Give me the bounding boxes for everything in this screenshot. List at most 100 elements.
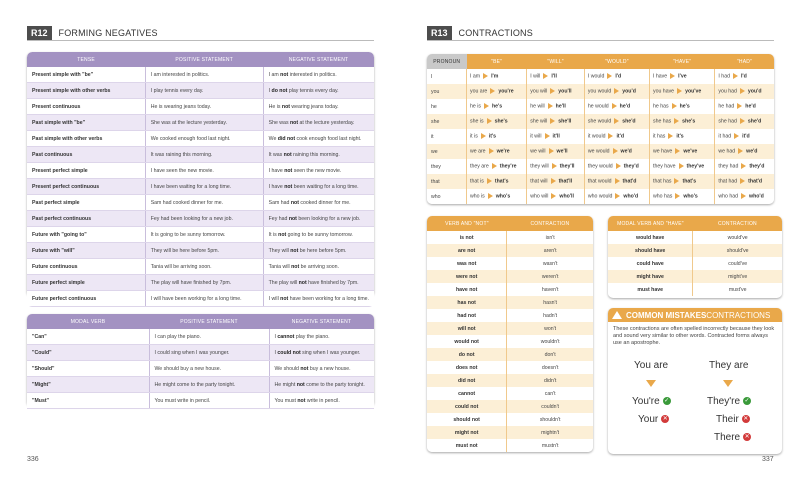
negative-statement: I have not been waiting for a long time. (263, 178, 374, 195)
negation-word: not (283, 151, 292, 158)
pronoun: you (427, 84, 467, 99)
negative-statement: Sam had not cooked dinner for me. (263, 194, 374, 211)
negative-part: have finished by 7pm. (306, 279, 359, 286)
contracted-form: they're (499, 163, 517, 170)
pronoun: he (427, 99, 467, 114)
contracted-form: they'd (623, 163, 639, 170)
arrow-down-icon (646, 380, 656, 387)
contraction-cell: we will we'll (526, 144, 585, 159)
negation-word: not (289, 119, 299, 126)
negative-part: interested in politics. (288, 71, 337, 78)
verb-not-table: VERB AND "NOT" CONTRACTION is not isn't ar… (427, 216, 593, 452)
negative-statement: Fey had not been looking for a new job. (263, 210, 374, 227)
arrow-right-icon (615, 163, 621, 170)
positive-statement: We should buy a new house. (149, 360, 270, 377)
contracted-form: he'll (555, 103, 566, 110)
contracted-form: mustn't (506, 439, 593, 452)
arrow-right-icon (611, 103, 617, 110)
col-header-negative: NEGATIVE STATEMENT (269, 314, 374, 329)
negative-part: been waiting for a long time. (292, 183, 359, 190)
full-form: we have (653, 148, 673, 155)
contracted-form: I'm (491, 73, 499, 80)
contraction-row: you you are you're you will you'll you would y… (427, 84, 774, 99)
full-form: would have (608, 231, 694, 244)
contracted-form: it's (676, 133, 684, 140)
modal-have-table-card: MODAL VERB AND "HAVE" CONTRACTION would … (608, 216, 782, 298)
negative-part: I (274, 349, 278, 356)
row-label: Future perfect simple (27, 274, 146, 291)
tense-row: Past continuous It was raining this morni… (27, 146, 374, 163)
arrow-right-icon (543, 73, 549, 80)
col-header-pronoun: PRONOUN (427, 54, 467, 69)
negative-part: I am (268, 71, 281, 78)
full-form: she had (718, 118, 737, 125)
contracted-form: she's (682, 118, 696, 125)
section-title: FORMING NEGATIVES (58, 28, 158, 38)
full-form: should not (427, 413, 508, 426)
tense-row: Future perfect simple The play will have … (27, 274, 374, 291)
tense-row: Past simple with "be" She was at the lect… (27, 114, 374, 131)
negative-part: You must (274, 397, 298, 404)
negative-part: I have (268, 167, 285, 174)
full-form: will not (427, 322, 508, 335)
arrow-right-icon (614, 118, 620, 125)
negation-word: not (280, 295, 289, 302)
negation-word: not (281, 103, 290, 110)
full-form: they had (718, 163, 739, 170)
full-form: who had (718, 193, 739, 200)
modal-have-table: MODAL VERB AND "HAVE" CONTRACTION would … (608, 216, 782, 296)
there-text: There (714, 432, 741, 443)
modal-row: "Can" I can play the piano. I cannot play … (27, 329, 374, 345)
col-header-modal: MODAL VERB (27, 314, 149, 329)
negative-part: We should (274, 365, 301, 372)
cross-icon: ✕ (661, 415, 670, 424)
arrow-right-icon (486, 178, 492, 185)
contraction-row: she she is she's she will she'll she would she… (427, 114, 774, 129)
negation-word: do not (271, 87, 288, 94)
section-header-r12: R12 FORMING NEGATIVES (27, 26, 374, 41)
contracted-form: I'll (551, 73, 557, 80)
arrow-right-icon (675, 148, 681, 155)
full-form: does not (427, 361, 508, 374)
tense-row: Past perfect simple Sam had cooked dinner… (27, 194, 374, 211)
negation-word: not (297, 397, 306, 404)
negative-part: at the lecture yesterday. (298, 119, 355, 126)
contraction-cell: who would who'd (584, 189, 651, 204)
their-wrong: Their ✕ (716, 414, 750, 425)
verb-not-row: should not shouldn't (427, 413, 593, 426)
arrow-right-icon (483, 73, 489, 80)
full-form: that has (653, 178, 672, 185)
full-form: I will (530, 73, 541, 80)
col-header-verb: "WOULD" (584, 54, 650, 69)
contracted-form: wouldn't (506, 335, 593, 348)
verb-not-row: might not mightn't (427, 426, 593, 439)
contraction-row: they they are they're they will they'll they … (427, 159, 774, 174)
row-label: Future with "going to" (27, 226, 146, 243)
section-header-r13: R13 CONTRACTIONS (427, 26, 774, 41)
negative-part: play tennis every day. (287, 87, 339, 94)
verb-not-row: had not hadn't (427, 309, 593, 322)
common-mistakes-text: These contractions are often spelled inc… (613, 326, 775, 346)
contracted-form: who'd (749, 193, 764, 200)
contraction-cell: I am I'm (466, 69, 528, 84)
full-form: must not (427, 439, 508, 452)
negative-part: sing when I was younger. (300, 349, 361, 356)
contracted-form: she'd (622, 118, 636, 125)
negation-word: not (290, 199, 299, 206)
pronoun: that (427, 174, 467, 189)
arrow-right-icon (548, 148, 554, 155)
verb-not-row: do not don't (427, 348, 593, 361)
negative-part: wearing jeans today. (289, 103, 339, 110)
arrow-right-icon (487, 193, 493, 200)
tense-row: Future continuous Tania will be arriving … (27, 258, 374, 275)
full-form: you had (718, 88, 737, 95)
negative-statement: I could not sing when I was younger. (269, 344, 374, 361)
full-form: would not (427, 335, 508, 348)
negative-statement: The play will not have finished by 7pm. (263, 274, 374, 291)
contracted-form: that'll (558, 178, 573, 185)
pronoun: who (427, 189, 467, 204)
contracted-form: you'd (747, 88, 762, 95)
full-form: that had (718, 178, 738, 185)
full-form: I would (587, 73, 605, 80)
